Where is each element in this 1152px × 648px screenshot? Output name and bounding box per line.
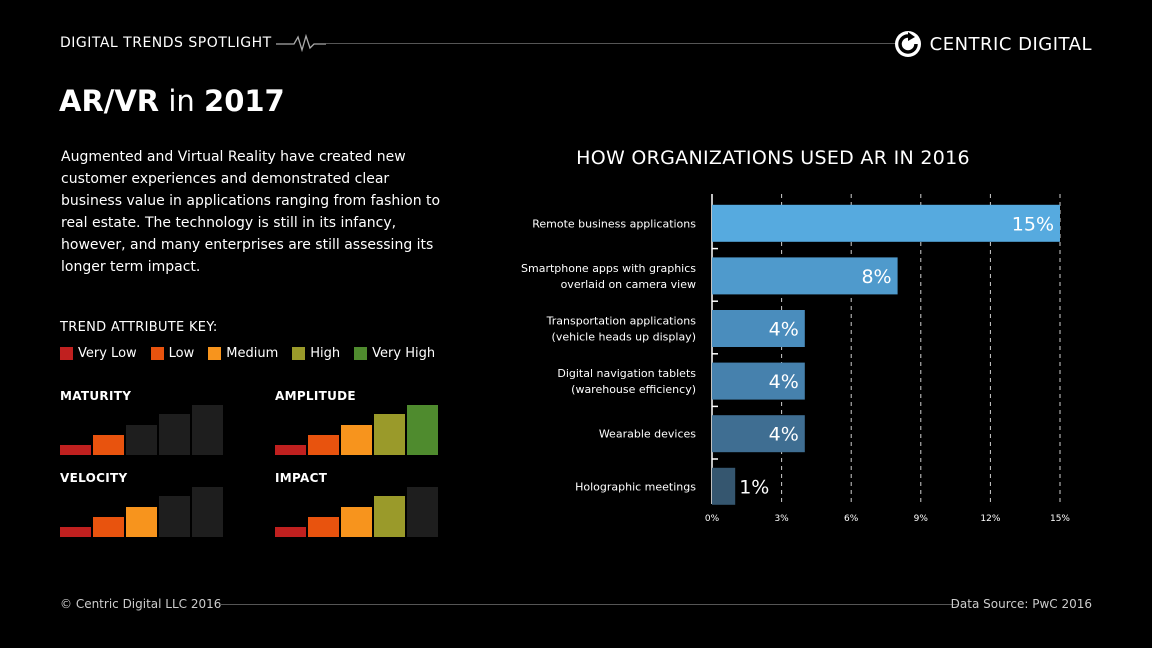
attribute-bar: [126, 425, 157, 455]
category-label-line: Transportation applications: [546, 315, 697, 328]
attribute-bar: [308, 517, 339, 537]
category-label-line: Wearable devices: [599, 428, 696, 441]
attribute-bar: [159, 496, 190, 537]
chart-title: HOW ORGANIZATIONS USED AR IN 2016: [576, 147, 970, 169]
x-tick-label: 15%: [1050, 514, 1070, 524]
legend-item-low: Low: [150, 346, 195, 361]
legend-label: Very High: [372, 346, 436, 361]
x-tick-label: 9%: [914, 514, 929, 524]
key-title: TREND ATTRIBUTE KEY:: [60, 320, 218, 335]
intro-paragraph: Augmented and Virtual Reality have creat…: [61, 149, 441, 275]
attribute-bar: [275, 527, 306, 537]
category-label: Remote business applications: [532, 217, 696, 230]
category-label-line: Smartphone apps with graphics: [521, 262, 696, 275]
bar-value-label: 4%: [769, 371, 799, 393]
attribute-bar: [159, 414, 190, 455]
category-label-line: Remote business applications: [532, 217, 696, 230]
category-label-line: (warehouse efficiency): [571, 383, 696, 396]
category-label-line: Digital navigation tablets: [557, 367, 696, 380]
x-tick-label: 0%: [705, 514, 720, 524]
category-label: Transportation applications (vehicle head…: [546, 315, 697, 344]
bar-value-label: 15%: [1012, 213, 1054, 235]
legend-item-very-high: Very High: [354, 346, 435, 361]
bar-value-label: 4%: [769, 319, 799, 341]
attribute-title: AMPLITUDE: [275, 389, 356, 403]
attribute-bars: [60, 487, 223, 537]
attribute-bar: [341, 425, 372, 455]
data-source: Data Source: PwC 2016: [950, 597, 1092, 611]
category-label-line: overlaid on camera view: [561, 278, 696, 291]
category-label: Wearable devices: [599, 428, 696, 441]
footer-divider: [220, 604, 958, 605]
attribute-bar: [308, 435, 339, 455]
legend-swatch: [60, 347, 73, 360]
legend-swatch: [292, 347, 306, 360]
attribute-bar: [93, 435, 124, 455]
x-tick-label: 3%: [774, 514, 789, 524]
title-connector: in: [159, 84, 205, 118]
attribute-bar: [192, 487, 223, 537]
header-divider: [326, 43, 896, 44]
header-label: DIGITAL TRENDS SPOTLIGHT: [60, 35, 272, 51]
bar: [712, 257, 898, 295]
attribute-impact: IMPACT: [275, 471, 438, 537]
attribute-bar: [60, 527, 91, 537]
attribute-title: IMPACT: [275, 471, 328, 485]
attribute-title: VELOCITY: [60, 471, 128, 485]
brand: CENTRIC DIGITAL: [894, 30, 1092, 58]
attribute-bar: [93, 517, 124, 537]
attribute-velocity: VELOCITY: [60, 471, 223, 537]
attribute-bar: [275, 445, 306, 455]
attribute-bars: [275, 405, 438, 455]
category-label: Smartphone apps with graphics overlaid on…: [521, 262, 696, 291]
bar-value-label: 8%: [861, 266, 891, 288]
legend-swatch: [208, 347, 222, 360]
attribute-bars: [275, 487, 438, 537]
brand-name: CENTRIC DIGITAL: [929, 33, 1092, 55]
title-main: AR/VR: [59, 84, 160, 118]
category-label-line: Holographic meetings: [575, 480, 696, 493]
category-label-line: (vehicle heads up display): [552, 331, 696, 344]
attribute-bar: [374, 496, 405, 537]
legend-swatch: [150, 347, 164, 360]
attribute-legend: Very Low Low Medium High Very High: [60, 346, 449, 361]
attribute-bar: [192, 405, 223, 455]
ar-usage-chart: 0% 3% 6% 9% 12% 15% 15% Remote business applica…: [521, 194, 1070, 524]
legend-label: Low: [168, 346, 195, 361]
attribute-maturity: MATURITY: [60, 389, 223, 455]
legend-item-high: High: [292, 346, 340, 361]
legend-item-medium: Medium: [208, 346, 278, 361]
bar: [712, 310, 805, 347]
pulse-icon: [276, 34, 326, 52]
attribute-bar: [407, 487, 438, 537]
x-tick-label: 12%: [980, 514, 1000, 524]
attribute-bar: [60, 445, 91, 455]
category-label: Digital navigation tablets (warehouse eff…: [557, 367, 696, 396]
page-title: AR/VR in 2017: [59, 84, 285, 118]
attribute-bar: [407, 405, 438, 455]
x-tick-label: 6%: [844, 514, 859, 524]
title-year: 2017: [204, 84, 285, 118]
legend-label: Medium: [226, 346, 279, 361]
centric-logo-icon: [894, 31, 921, 57]
copyright: © Centric Digital LLC 2016: [60, 597, 222, 611]
bar: [712, 204, 1060, 242]
bar: [712, 362, 805, 400]
attribute-bar: [126, 507, 157, 537]
bar: [712, 415, 805, 453]
legend-item-very-low: Very Low: [60, 346, 137, 361]
attribute-title: MATURITY: [60, 389, 132, 403]
legend-swatch: [354, 347, 368, 360]
legend-label: Very Low: [78, 346, 137, 361]
attribute-amplitude: AMPLITUDE: [275, 389, 438, 455]
attribute-bar: [341, 507, 372, 537]
category-label: Holographic meetings: [575, 480, 696, 493]
bar: [712, 467, 736, 505]
attribute-bars: [60, 405, 223, 455]
bar-value-label: 4%: [769, 424, 799, 446]
legend-label: High: [310, 346, 341, 361]
bar-value-label: 1%: [739, 476, 769, 498]
attribute-bar: [374, 414, 405, 455]
